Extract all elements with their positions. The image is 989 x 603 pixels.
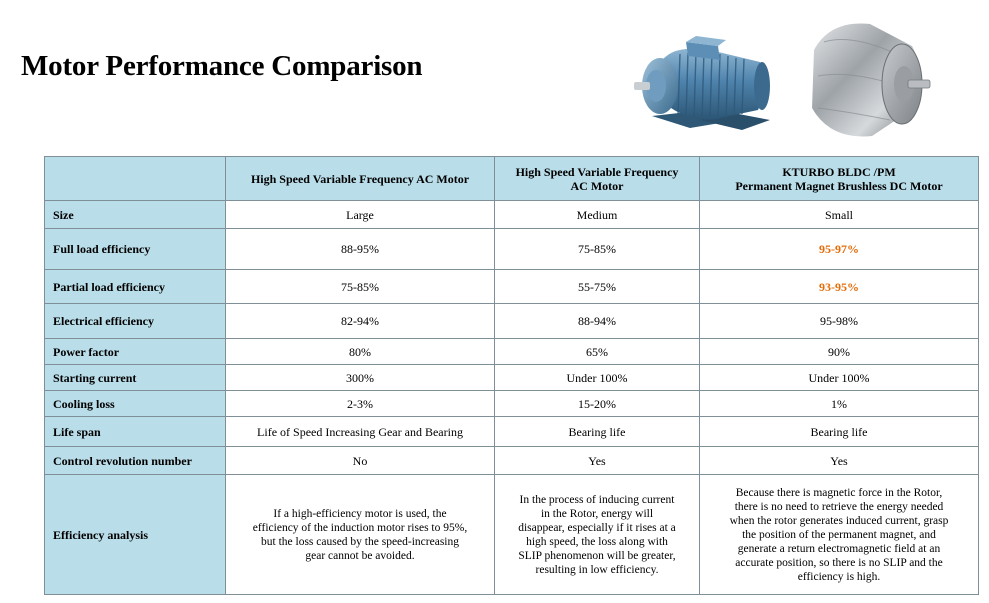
analysis-line: high speed, the loss along with xyxy=(526,535,668,548)
ac-motor-image xyxy=(634,36,770,130)
table-cell: 75-85% xyxy=(494,228,700,270)
analysis-line: the position of the permanent magnet, an… xyxy=(742,528,936,541)
table-cell: 82-94% xyxy=(225,303,495,339)
table-cell: Under 100% xyxy=(494,364,700,391)
analysis-row: Efficiency analysis If a high-efficiency… xyxy=(44,474,979,595)
analysis-cell-ac: If a high-efficiency motor is used, the … xyxy=(225,474,495,595)
row-label: Partial load efficiency xyxy=(44,269,226,304)
analysis-line: efficiency of the induction motor rises … xyxy=(252,521,468,534)
table-cell: Yes xyxy=(494,446,700,475)
analysis-line: but the loss caused by the speed-increas… xyxy=(261,535,459,548)
row-label: Life span xyxy=(44,416,226,447)
table-row: Power factor 80% 65% 90% xyxy=(44,338,979,365)
analysis-line: when the rotor generates induced current… xyxy=(729,514,949,527)
row-label: Control revolution number xyxy=(44,446,226,475)
row-label: Size xyxy=(44,200,226,229)
row-label: Full load efficiency xyxy=(44,228,226,270)
table-cell: 88-95% xyxy=(225,228,495,270)
table-cell: 65% xyxy=(494,338,700,365)
table-row: Cooling loss 2-3% 15-20% 1% xyxy=(44,390,979,417)
analysis-line: In the process of inducing current xyxy=(519,493,675,506)
analysis-line: SLIP phenomenon will be greater, xyxy=(518,549,676,562)
analysis-line: If a high-efficiency motor is used, the xyxy=(273,507,447,520)
analysis-line: generate a return electromagnetic field … xyxy=(737,542,941,555)
row-label: Efficiency analysis xyxy=(44,474,226,595)
analysis-cell-bldc: Because there is magnetic force in the R… xyxy=(699,474,979,595)
header-ac-motor: High Speed Variable Frequency AC Motor xyxy=(225,156,495,201)
table-cell: Medium xyxy=(494,200,700,229)
table-row: Starting current 300% Under 100% Under 1… xyxy=(44,364,979,391)
header-bldc-motor: KTURBO BLDC /PM Permanent Magnet Brushle… xyxy=(699,156,979,201)
table-cell: 90% xyxy=(699,338,979,365)
table-cell: Yes xyxy=(699,446,979,475)
analysis-cell-vf: In the process of inducing current in th… xyxy=(494,474,700,595)
header-vf-ac-motor: High Speed Variable Frequency AC Motor xyxy=(494,156,700,201)
analysis-line: gear cannot be avoided. xyxy=(305,549,415,562)
page-title: Motor Performance Comparison xyxy=(21,50,423,82)
row-label: Starting current xyxy=(44,364,226,391)
table-row: Life span Life of Speed Increasing Gear … xyxy=(44,416,979,447)
header-corner-cell xyxy=(44,156,226,201)
table-cell: Life of Speed Increasing Gear and Bearin… xyxy=(225,416,495,447)
header-ac-motor-label: High Speed Variable Frequency AC Motor xyxy=(250,171,470,186)
table-row: Control revolution number No Yes Yes xyxy=(44,446,979,475)
row-label: Cooling loss xyxy=(44,390,226,417)
analysis-line: resulting in low efficiency. xyxy=(535,563,659,576)
row-label: Electrical efficiency xyxy=(44,303,226,339)
table-cell: Under 100% xyxy=(699,364,979,391)
table-cell: 15-20% xyxy=(494,390,700,417)
row-label: Power factor xyxy=(44,338,226,365)
header-row: High Speed Variable Frequency AC Motor H… xyxy=(44,156,979,201)
bldc-motor-image xyxy=(812,23,931,137)
highlight-cell: 95-97% xyxy=(699,228,979,270)
table-cell: 88-94% xyxy=(494,303,700,339)
header-vf-line1: High Speed Variable Frequency xyxy=(515,164,679,179)
header-bldc-line1: KTURBO BLDC /PM xyxy=(782,164,896,179)
table-cell: 80% xyxy=(225,338,495,365)
table-cell: 95-98% xyxy=(699,303,979,339)
analysis-line: in the Rotor, energy will xyxy=(540,507,654,520)
table-cell: Bearing life xyxy=(494,416,700,447)
analysis-line: efficiency is high. xyxy=(797,570,881,583)
table-cell: 2-3% xyxy=(225,390,495,417)
table-row: Electrical efficiency 82-94% 88-94% 95-9… xyxy=(44,303,979,339)
comparison-table: High Speed Variable Frequency AC Motor H… xyxy=(44,156,979,595)
header-bldc-line2: Permanent Magnet Brushless DC Motor xyxy=(735,178,943,193)
header-vf-line2: AC Motor xyxy=(570,178,624,193)
highlight-cell: 93-95% xyxy=(699,269,979,304)
table-row: Size Large Medium Small xyxy=(44,200,979,229)
table-cell: 55-75% xyxy=(494,269,700,304)
table-cell: Small xyxy=(699,200,979,229)
analysis-line: there is no need to retrieve the energy … xyxy=(734,500,944,513)
table-cell: 1% xyxy=(699,390,979,417)
table-cell: Large xyxy=(225,200,495,229)
table-cell: 300% xyxy=(225,364,495,391)
table-row: Full load efficiency 88-95% 75-85% 95-97… xyxy=(44,228,979,270)
analysis-line: Because there is magnetic force in the R… xyxy=(735,486,943,499)
analysis-line: accurate position, so there is no SLIP a… xyxy=(735,556,943,569)
table-cell: No xyxy=(225,446,495,475)
analysis-line: disappear, especially if it rises at a xyxy=(518,521,676,534)
table-cell: 75-85% xyxy=(225,269,495,304)
table-cell: Bearing life xyxy=(699,416,979,447)
table-row: Partial load efficiency 75-85% 55-75% 93… xyxy=(44,269,979,304)
